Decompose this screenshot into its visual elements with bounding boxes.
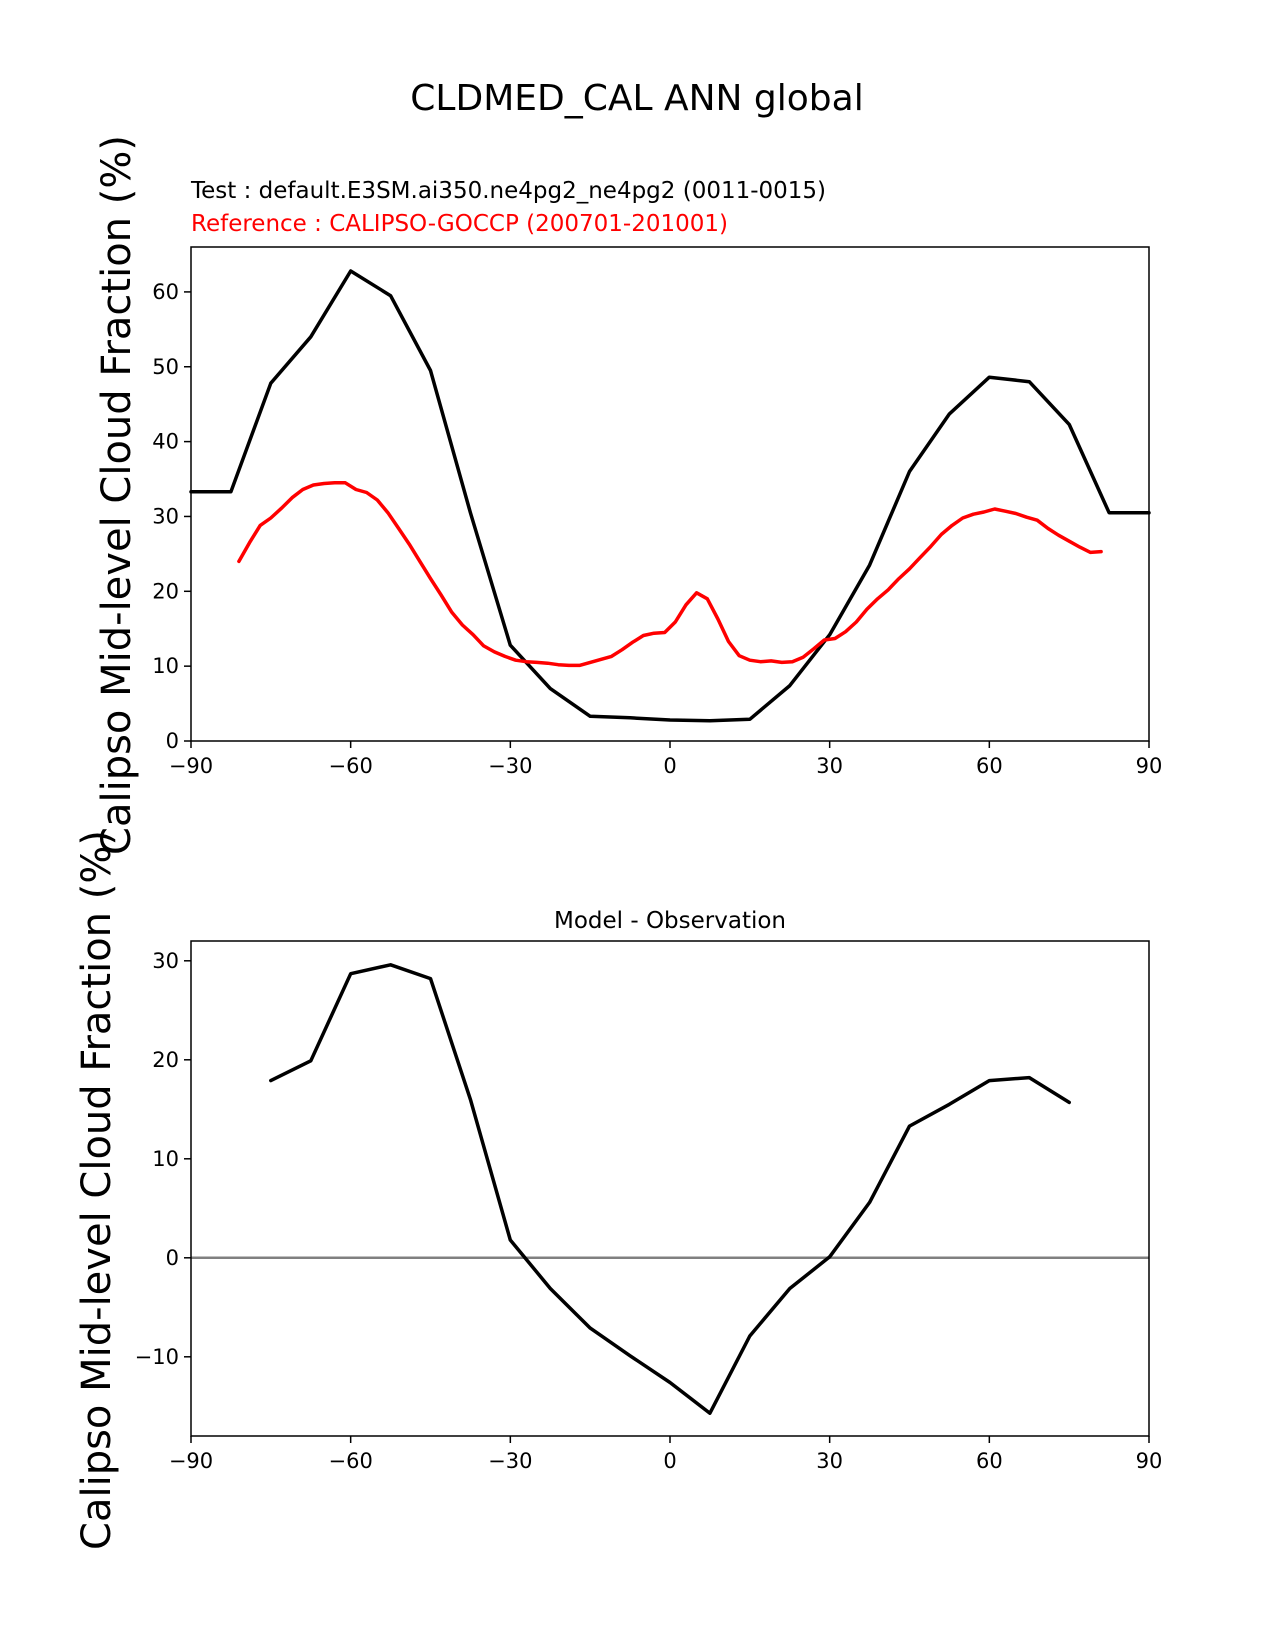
panel-1-tick-layer: −90 −60 −30 0 30 60 90 0 10 20 30 40 50 60 <box>152 280 1162 778</box>
y-tick-label: 20 <box>152 579 179 603</box>
x-tick-label: −30 <box>488 754 532 778</box>
panel-1-test-label: Test : default.E3SM.ai350.ne4pg2_ne4pg2 … <box>190 178 826 204</box>
panel-2-y-axis-label: Calipso Mid-level Cloud Fraction (%) <box>74 830 120 1550</box>
figure-title: CLDMED_CAL ANN global <box>410 78 863 119</box>
y-tick-label: 0 <box>166 1246 179 1270</box>
y-tick-label: 0 <box>166 729 179 753</box>
x-tick-label: −90 <box>169 1449 213 1473</box>
series-line-1 <box>237 481 1103 668</box>
panel-1: Test : default.E3SM.ai350.ne4pg2_ne4pg2 … <box>94 135 1162 855</box>
x-tick-label: 60 <box>976 1449 1003 1473</box>
series-line-0 <box>269 963 1071 1415</box>
x-tick-label: 30 <box>816 754 843 778</box>
y-tick-label: 50 <box>152 355 179 379</box>
panel-2-series-layer <box>191 963 1149 1415</box>
x-tick-label: −90 <box>169 754 213 778</box>
x-tick-label: 90 <box>1136 754 1163 778</box>
x-tick-label: 0 <box>663 1449 676 1473</box>
x-tick-label: 30 <box>816 1449 843 1473</box>
y-tick-label: −10 <box>135 1345 179 1369</box>
series-line-0 <box>189 269 1151 723</box>
y-tick-label: 30 <box>152 949 179 973</box>
panel-2: Model - Observation Calipso Mid-level Cl… <box>74 830 1162 1550</box>
panel-2-title: Model - Observation <box>554 908 786 934</box>
panel-1-y-axis-label: Calipso Mid-level Cloud Fraction (%) <box>94 135 140 855</box>
x-tick-label: −60 <box>329 754 373 778</box>
y-tick-label: 20 <box>152 1048 179 1072</box>
y-tick-label: 30 <box>152 504 179 528</box>
y-tick-label: 40 <box>152 430 179 454</box>
x-tick-label: 60 <box>976 754 1003 778</box>
panel-2-tick-layer: −90 −60 −30 0 30 60 90 −10 0 10 20 30 <box>135 949 1163 1473</box>
x-tick-label: −30 <box>488 1449 532 1473</box>
panel-1-reference-label: Reference : CALIPSO-GOCCP (200701-201001… <box>191 211 728 237</box>
x-tick-label: 90 <box>1136 1449 1163 1473</box>
panel-2-plot-frame <box>190 940 1150 1437</box>
panel-1-plot-frame <box>190 246 1150 742</box>
x-tick-label: 0 <box>663 754 676 778</box>
y-tick-label: 60 <box>152 280 179 304</box>
x-tick-label: −60 <box>329 1449 373 1473</box>
panel-1-series-layer <box>189 269 1151 723</box>
y-tick-label: 10 <box>152 1147 179 1171</box>
y-tick-label: 10 <box>152 654 179 678</box>
